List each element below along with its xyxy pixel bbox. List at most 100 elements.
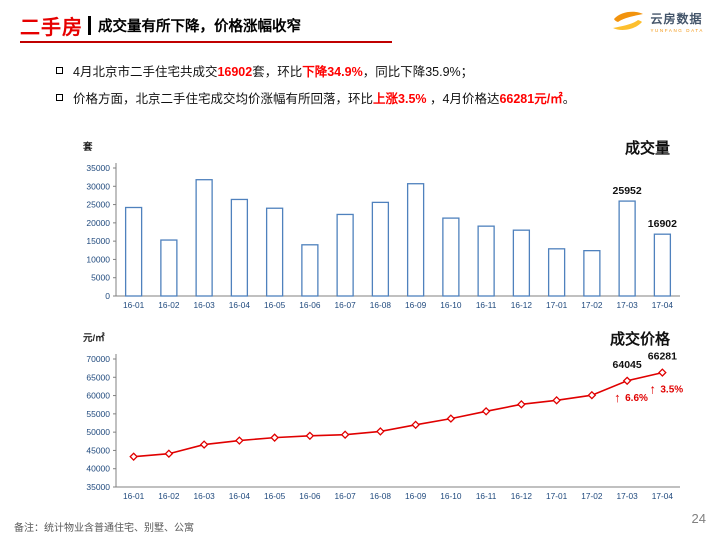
page-number: 24 — [691, 511, 706, 526]
pct-change-label: 6.6% — [625, 393, 648, 404]
volume-bar — [265, 207, 284, 297]
x-tick-label: 16-07 — [335, 491, 357, 501]
y-tick-label: 0 — [105, 291, 110, 301]
price-line — [133, 371, 663, 458]
footnote: 备注：统计物业含普通住宅、别墅、公寓 — [14, 523, 194, 534]
x-tick-label: 17-04 — [652, 300, 674, 310]
volume-bar — [230, 198, 249, 297]
x-tick-label: 16-01 — [123, 491, 145, 501]
up-arrow-icon: ↑ — [614, 390, 621, 405]
x-tick-label: 16-07 — [335, 300, 357, 310]
chart-title: 成交量 — [625, 139, 670, 157]
volume-chart: 0 5000 10000 15000 20000 25000 30000 35000 16-01… — [74, 136, 688, 322]
section-title: 二手房 — [20, 17, 83, 39]
volume-bar — [195, 179, 213, 297]
x-tick-label: 16-09 — [405, 300, 427, 310]
text-segment: 套，环比 — [252, 65, 303, 79]
y-tick-label: 5000 — [91, 273, 110, 283]
bullet-text: 4月北京市二手住宅共成交16902套，环比下降34.9%，同比下降35.9%； — [73, 63, 473, 81]
y-tick-label: 45000 — [86, 445, 110, 455]
x-tick-label: 16-12 — [511, 300, 533, 310]
volume-bar — [442, 217, 460, 297]
highlight-value: 66281元/㎡ — [499, 92, 563, 107]
y-tick-label: 65000 — [86, 372, 110, 382]
data-point-marker — [129, 452, 138, 461]
data-point-marker — [481, 406, 491, 416]
data-point-marker — [552, 396, 561, 405]
volume-chart-svg: 0 5000 10000 15000 20000 25000 30000 35000 16-01… — [82, 139, 680, 310]
data-point-marker — [376, 427, 385, 436]
data-point-marker — [658, 368, 667, 377]
summary-bullets: 4月北京市二手住宅共成交16902套，环比下降34.9%，同比下降35.9%； 价… — [56, 63, 702, 117]
data-point-marker — [270, 433, 279, 442]
x-tick-label: 16-02 — [158, 491, 180, 501]
logo-text: 云房数据 YUNFANG DATA — [650, 10, 704, 33]
bar-value-label: 16902 — [648, 218, 677, 230]
highlight-value: 下降34.9% — [302, 65, 363, 79]
volume-bar — [583, 250, 601, 297]
x-tick-label: 17-01 — [546, 300, 568, 310]
y-axis-unit-label: 套 — [82, 141, 93, 153]
x-tick-label: 16-11 — [476, 300, 497, 310]
price-chart-svg: 35000 40000 45000 50000 55000 60000 65000 70000… — [83, 330, 683, 501]
x-tick-label: 17-02 — [581, 491, 603, 501]
text-segment: 。 — [562, 92, 576, 107]
data-point-marker — [517, 400, 526, 409]
logo-subtitle: YUNFANG DATA — [650, 27, 704, 33]
bullet-text: 价格方面，北京二手住宅成交均价涨幅有所回落，环比上涨3.5% ，4月价格达662… — [73, 90, 575, 108]
volume-bar — [371, 201, 390, 297]
title-separator — [88, 16, 91, 35]
data-point-marker — [305, 431, 315, 441]
company-logo: 云房数据 YUNFANG DATA — [611, 9, 704, 33]
volume-bar — [160, 239, 178, 297]
volume-bar — [653, 233, 672, 297]
x-tick-label: 16-08 — [370, 491, 392, 501]
x-tick-label: 16-06 — [299, 491, 321, 501]
y-tick-label: 20000 — [86, 218, 110, 228]
x-tick-label: 17-01 — [546, 491, 568, 501]
chart-title: 成交价格 — [610, 330, 671, 348]
bullet-square-icon — [56, 67, 63, 74]
y-tick-label: 50000 — [86, 427, 110, 437]
y-tick-label: 40000 — [86, 464, 110, 474]
x-tick-label: 16-06 — [299, 300, 321, 310]
highlight-value: 16902 — [217, 65, 253, 79]
bullet-item: 价格方面，北京二手住宅成交均价涨幅有所回落，环比上涨3.5% ，4月价格达662… — [56, 90, 702, 108]
x-tick-label: 16-11 — [476, 491, 497, 501]
x-tick-label: 16-04 — [229, 300, 251, 310]
x-tick-label: 17-03 — [617, 300, 639, 310]
x-tick-label: 16-10 — [440, 491, 462, 501]
volume-bar — [618, 200, 636, 297]
bullet-item: 4月北京市二手住宅共成交16902套，环比下降34.9%，同比下降35.9%； — [56, 63, 702, 81]
y-tick-label: 15000 — [86, 236, 110, 246]
x-tick-label: 16-03 — [194, 491, 216, 501]
x-tick-label: 17-03 — [617, 491, 639, 501]
volume-bar — [124, 206, 143, 297]
y-tick-label: 25000 — [86, 200, 110, 210]
x-tick-label: 16-08 — [370, 300, 392, 310]
data-point-marker — [622, 376, 632, 386]
y-tick-label: 35000 — [86, 163, 110, 173]
x-tick-label: 17-02 — [581, 300, 603, 310]
bullet-square-icon — [56, 94, 63, 102]
point-value-label: 64045 — [613, 359, 642, 371]
up-arrow-icon: ↑ — [649, 382, 656, 397]
data-point-marker — [587, 390, 597, 400]
text-segment: ，4月价格达 — [426, 92, 500, 107]
volume-bar — [512, 229, 531, 297]
volume-bar — [477, 225, 495, 297]
data-point-marker — [235, 436, 244, 445]
bar-value-label: 25952 — [613, 185, 642, 197]
data-point-marker — [340, 430, 350, 440]
x-tick-label: 16-01 — [123, 300, 145, 310]
volume-bar — [301, 244, 319, 297]
x-tick-label: 16-05 — [264, 300, 286, 310]
y-tick-label: 70000 — [86, 354, 110, 364]
data-point-marker — [446, 414, 456, 423]
data-point-marker — [411, 420, 420, 430]
title-underline — [20, 41, 392, 43]
volume-bar — [336, 213, 354, 297]
volume-bar — [406, 183, 425, 297]
x-tick-label: 17-04 — [652, 491, 674, 501]
